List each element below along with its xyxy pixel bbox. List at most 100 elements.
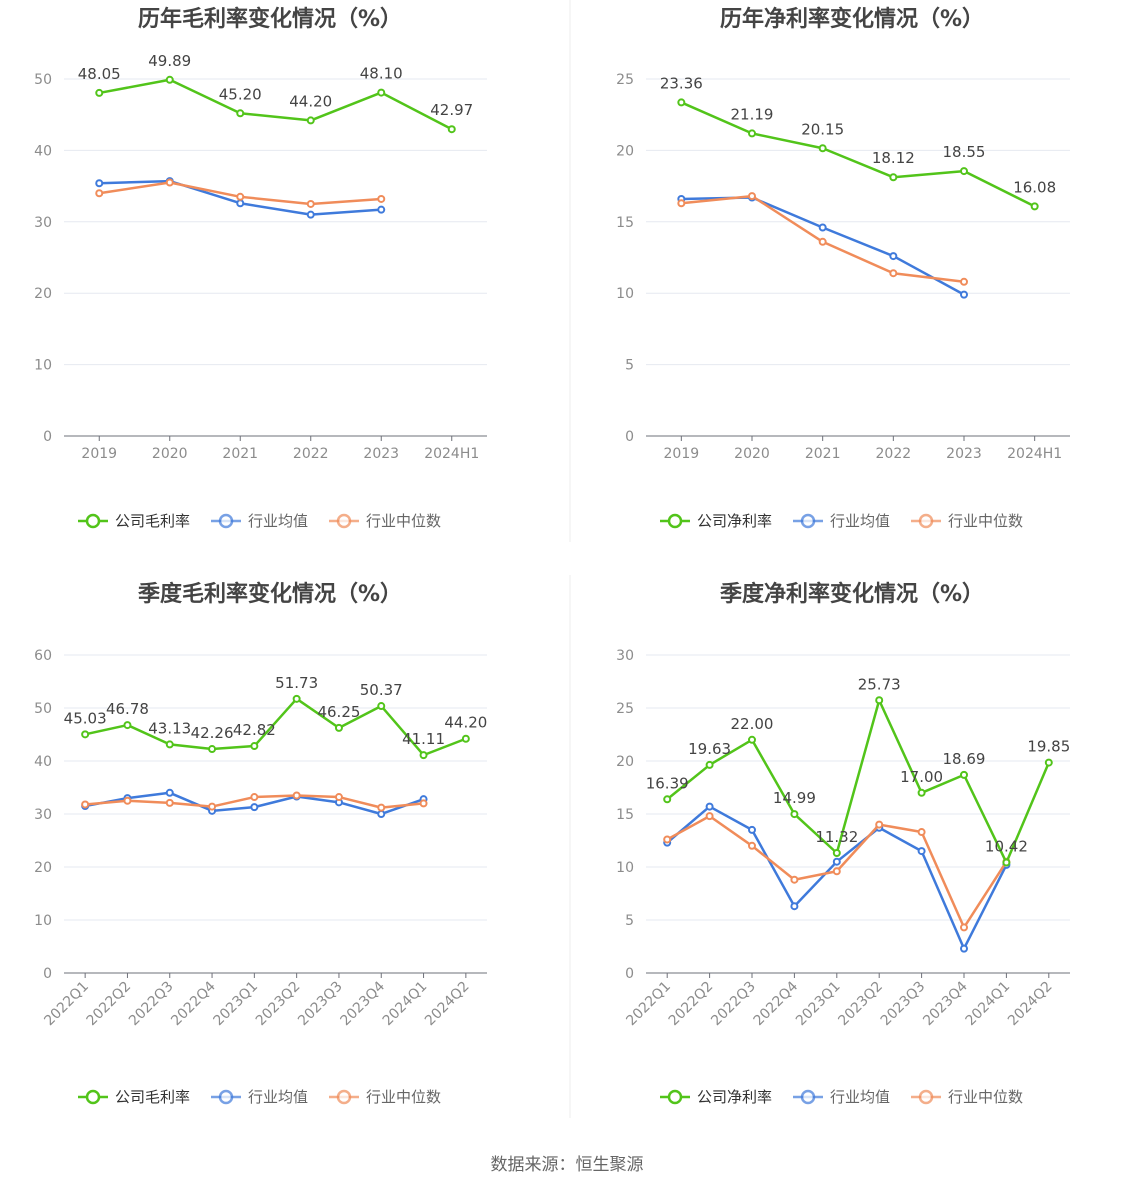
- y-tick-label: 20: [616, 754, 634, 770]
- data-point: [875, 820, 884, 829]
- chart-panel-3: 季度毛利率变化情况（%）01020304050602022Q12022Q2202…: [34, 581, 487, 1106]
- x-tick-label: 2024Q2: [422, 979, 473, 1030]
- x-tick-label: 2023Q2: [835, 979, 886, 1030]
- data-point: [748, 735, 756, 744]
- legend: 公司毛利率 行业均值 行业中位数: [78, 512, 441, 530]
- data-label: 49.89: [148, 52, 191, 70]
- y-tick-label: 5: [625, 358, 634, 374]
- data-point: [790, 875, 799, 884]
- data-point: [419, 799, 428, 808]
- legend-item-avg: 行业均值: [211, 512, 308, 530]
- data-point: [250, 742, 259, 751]
- x-tick-label: 2023Q1: [211, 979, 262, 1030]
- y-tick-label: 40: [34, 143, 52, 159]
- x-tick-label: 2024Q1: [380, 979, 431, 1030]
- x-tick-label: 2022Q2: [84, 979, 135, 1030]
- legend-marker: [85, 513, 101, 529]
- data-label: 44.20: [444, 714, 487, 732]
- data-label: 42.82: [233, 721, 276, 739]
- data-point: [165, 75, 174, 84]
- data-point: [748, 825, 756, 834]
- legend-marker: [336, 513, 352, 529]
- legend-label: 行业均值: [830, 512, 890, 530]
- legend-marker: [85, 1089, 101, 1105]
- data-point: [748, 841, 756, 850]
- legend: 公司净利率 行业均值 行业中位数: [660, 512, 1023, 530]
- x-tick-label: 2022Q1: [623, 979, 674, 1030]
- x-tick-label: 2023: [946, 446, 982, 462]
- data-label: 25.73: [858, 675, 901, 693]
- x-tick-label: 2023Q3: [878, 979, 929, 1030]
- x-tick-label: 2023: [363, 446, 399, 462]
- legend-label: 行业中位数: [948, 1088, 1023, 1106]
- y-tick-label: 30: [616, 648, 634, 664]
- data-point: [818, 144, 827, 153]
- data-point: [1002, 858, 1011, 867]
- data-point: [917, 847, 926, 856]
- data-point: [960, 944, 968, 953]
- data-label: 46.25: [317, 703, 360, 721]
- data-point: [236, 109, 245, 118]
- data-point: [165, 798, 174, 807]
- data-point: [95, 179, 104, 188]
- data-label: 48.05: [78, 65, 121, 83]
- data-point: [832, 867, 841, 876]
- data-point: [377, 803, 386, 812]
- data-label: 18.69: [943, 750, 986, 768]
- data-label: 14.99: [773, 789, 816, 807]
- data-point: [1030, 202, 1039, 211]
- x-tick-label: 2022Q2: [666, 979, 717, 1030]
- data-label: 18.55: [943, 143, 986, 161]
- chart-title: 季度毛利率变化情况（%）: [138, 581, 402, 607]
- y-tick-label: 25: [616, 72, 634, 88]
- data-point: [236, 199, 245, 208]
- data-point: [447, 125, 456, 134]
- y-tick-label: 0: [625, 429, 634, 445]
- legend-marker: [918, 513, 934, 529]
- data-point: [960, 167, 968, 176]
- legend-item-median: 行业中位数: [911, 512, 1023, 530]
- data-point: [818, 223, 827, 232]
- data-point: [377, 205, 386, 214]
- x-tick-label: 2023Q1: [793, 979, 844, 1030]
- x-tick-label: 2022Q4: [168, 978, 219, 1029]
- x-tick-label: 2024H1: [424, 446, 479, 462]
- data-point: [1044, 758, 1053, 767]
- y-tick-label: 30: [34, 215, 52, 231]
- legend-label: 公司净利率: [697, 1088, 772, 1106]
- x-tick-label: 2022Q4: [751, 978, 802, 1029]
- y-tick-label: 0: [43, 966, 52, 982]
- series-median: [81, 791, 428, 812]
- x-tick-label: 2023Q3: [295, 979, 346, 1030]
- y-tick-label: 10: [616, 860, 634, 876]
- series-line: [666, 699, 1050, 864]
- series-avg: [95, 177, 386, 219]
- x-tick-label: 2022: [293, 446, 329, 462]
- data-label: 42.26: [191, 724, 234, 742]
- y-tick-label: 5: [625, 913, 634, 929]
- data-source-note: 数据来源：恒生聚源: [490, 1155, 644, 1175]
- data-point: [292, 694, 301, 703]
- x-tick-label: 2020: [152, 446, 188, 462]
- x-tick-label: 2019: [81, 446, 117, 462]
- legend: 公司毛利率 行业均值 行业中位数: [78, 1088, 441, 1106]
- data-point: [123, 721, 132, 730]
- legend: 公司净利率 行业均值 行业中位数: [660, 1088, 1023, 1106]
- legend-label: 行业中位数: [366, 1088, 441, 1106]
- data-point: [748, 192, 756, 201]
- data-point: [419, 751, 428, 760]
- x-tick-label: 2023Q4: [920, 978, 971, 1029]
- y-tick-label: 15: [616, 807, 634, 823]
- y-tick-label: 30: [34, 807, 52, 823]
- chart-title: 历年毛利率变化情况（%）: [138, 6, 402, 32]
- data-label: 50.37: [360, 681, 403, 699]
- x-tick-label: 2023Q2: [253, 979, 304, 1030]
- data-label: 19.85: [1027, 738, 1070, 756]
- data-label: 45.03: [64, 709, 107, 727]
- data-point: [960, 290, 968, 299]
- data-label: 17.00: [900, 768, 943, 786]
- x-tick-label: 2021: [222, 446, 258, 462]
- x-tick-label: 2024H1: [1007, 446, 1062, 462]
